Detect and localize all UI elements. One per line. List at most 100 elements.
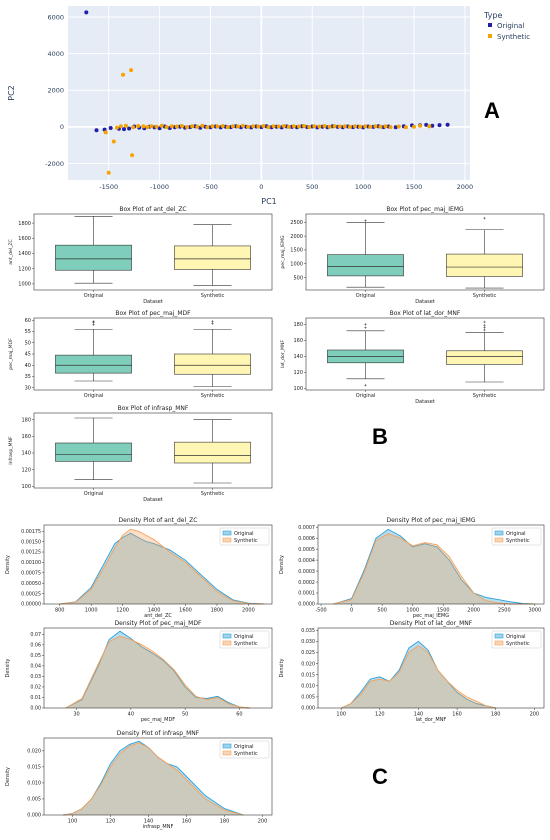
density-y-tick-label: 0.0007 [298, 525, 315, 531]
boxplot-category-label: Synthetic [201, 293, 225, 299]
boxplot-category-label: Original [84, 491, 104, 497]
density-y-tick-label: 0.010 [27, 781, 41, 787]
boxplot-y-tick-label: 160 [21, 434, 31, 440]
pca-point-synthetic [118, 124, 123, 129]
density-y-tick-label: 0.07 [30, 632, 41, 638]
boxplot-outlier [483, 320, 486, 324]
density-x-tick-label: 500 [377, 608, 387, 614]
pca-point-synthetic [368, 124, 373, 129]
density-frame [43, 524, 273, 605]
pca-point-synthetic [190, 124, 195, 129]
boxplot-outlier [92, 320, 95, 323]
pca-legend-swatch-original [488, 23, 492, 27]
boxplot-title: Box Plot of lat_dor_MNF [390, 310, 461, 317]
boxplot-category-label: Original [84, 393, 104, 399]
boxplot-outlier [483, 324, 486, 327]
density-x-axis-label: infrasp_MNF [143, 824, 174, 830]
density-panel: Density Plot of lat_dor_MNF 100 120 140 160 1… [279, 620, 545, 723]
boxplot-y-tick-label: 1000 [18, 282, 31, 288]
density-legend-swatch-original [494, 633, 504, 639]
pca-point-synthetic [149, 124, 154, 129]
density-y-tick-label: 0.025 [301, 650, 315, 656]
density-y-tick-label: 0.000 [301, 706, 315, 712]
pca-point-original [437, 123, 442, 128]
density-y-axis-label: Density [5, 555, 11, 574]
boxplot-y-tick-label: 1500 [290, 248, 303, 254]
density-x-axis-label: lat_dor_MNF [416, 717, 447, 723]
pca-point-synthetic [246, 124, 251, 129]
pca-point-synthetic [327, 124, 332, 129]
boxplot-panel: Box Plot of infrasp_MNF 100 120 140 160 180 in… [8, 405, 273, 503]
boxplot-y-tick-label: 1200 [18, 266, 31, 272]
density-y-tick-label: 0.00175 [21, 529, 41, 535]
pca-point-synthetic [145, 125, 150, 130]
density-y-axis-label: Density [5, 658, 11, 677]
pca-y-tick-label: 6000 [47, 13, 64, 21]
pca-point-synthetic [302, 124, 307, 128]
boxplot-x-axis-label: Dataset [415, 299, 435, 305]
density-y-tick-label: 0.0002 [298, 580, 315, 586]
boxplot-outlier [483, 326, 486, 329]
boxplot-y-axis-label: pec_maj_MDF [8, 338, 14, 370]
pca-point-synthetic [195, 124, 200, 129]
density-x-tick-label: 40 [128, 712, 134, 718]
density-line-synthetic [333, 533, 535, 605]
density-x-tick-label: -500 [315, 608, 326, 614]
density-legend-label-synthetic: Synthetic [234, 641, 258, 647]
density-line-synthetic [62, 742, 244, 816]
density-line-original [341, 640, 496, 709]
pca-point-synthetic [347, 124, 352, 129]
boxplot-y-tick-label: 120 [293, 370, 303, 376]
boxplot-outlier [92, 323, 95, 326]
pca-point-synthetic [358, 124, 363, 129]
boxplot-title: Box Plot of pec_maj_IEMG [386, 206, 464, 213]
pca-point-synthetic [332, 124, 337, 129]
density-y-tick-label: 0.00000 [21, 602, 41, 608]
density-y-tick-label: 0.06 [30, 643, 41, 649]
density-line-synthetic [341, 645, 496, 709]
pca-point-synthetic [266, 125, 271, 130]
density-panel: Density Plot of pec_maj_MDF 30 40 50 60 0.00 0… [5, 620, 273, 723]
density-x-tick-label: 1400 [148, 608, 161, 614]
boxplot-box-original [55, 354, 132, 374]
boxplot-y-tick-label: 160 [293, 338, 303, 344]
boxplot-x-axis-label: Dataset [415, 399, 435, 405]
pca-point-synthetic [363, 124, 368, 129]
density-legend-swatch-original [222, 633, 232, 639]
boxplot-y-tick-label: 50 [25, 340, 31, 346]
pca-legend-label-synthetic: Synthetic [497, 33, 530, 41]
boxplot-title: Box Plot of infrasp_MNF [118, 405, 189, 412]
density-area-synthetic [333, 533, 535, 604]
pca-point-synthetic [215, 124, 220, 129]
density-y-tick-label: 0.0001 [298, 591, 315, 597]
density-x-tick-label: 140 [144, 819, 154, 825]
boxplot-category-label: Original [356, 293, 376, 299]
density-y-tick-label: 0.00 [30, 706, 41, 712]
pca-x-tick-label: 0 [259, 183, 263, 191]
density-x-tick-label: 120 [106, 819, 116, 825]
boxplot-outlier [211, 320, 214, 323]
density-x-tick-label: 200 [258, 819, 268, 825]
pca-point-synthetic [136, 124, 141, 128]
density-legend-box [491, 527, 542, 546]
density-frame [317, 627, 545, 709]
pca-point-synthetic [353, 124, 357, 129]
density-y-tick-label: 0.0005 [298, 547, 315, 553]
density-title: Density Plot of pec_maj_IEMG [387, 517, 476, 524]
boxplot-y-tick-label: 140 [21, 451, 31, 457]
pca-point-synthetic [220, 124, 225, 128]
density-legend-swatch-original [222, 530, 232, 536]
pca-point-synthetic [261, 124, 266, 128]
density-frame [43, 627, 273, 709]
density-x-tick-label: 1500 [437, 608, 450, 614]
pca-point-synthetic [307, 125, 312, 130]
pca-point-synthetic [378, 124, 383, 129]
pca-point-original [122, 127, 126, 132]
pca-point-synthetic [312, 124, 317, 129]
pca-point-synthetic [427, 124, 432, 129]
density-legend-label-synthetic: Synthetic [506, 641, 530, 647]
pca-point-original [424, 122, 429, 127]
boxplot-frame [33, 412, 273, 489]
